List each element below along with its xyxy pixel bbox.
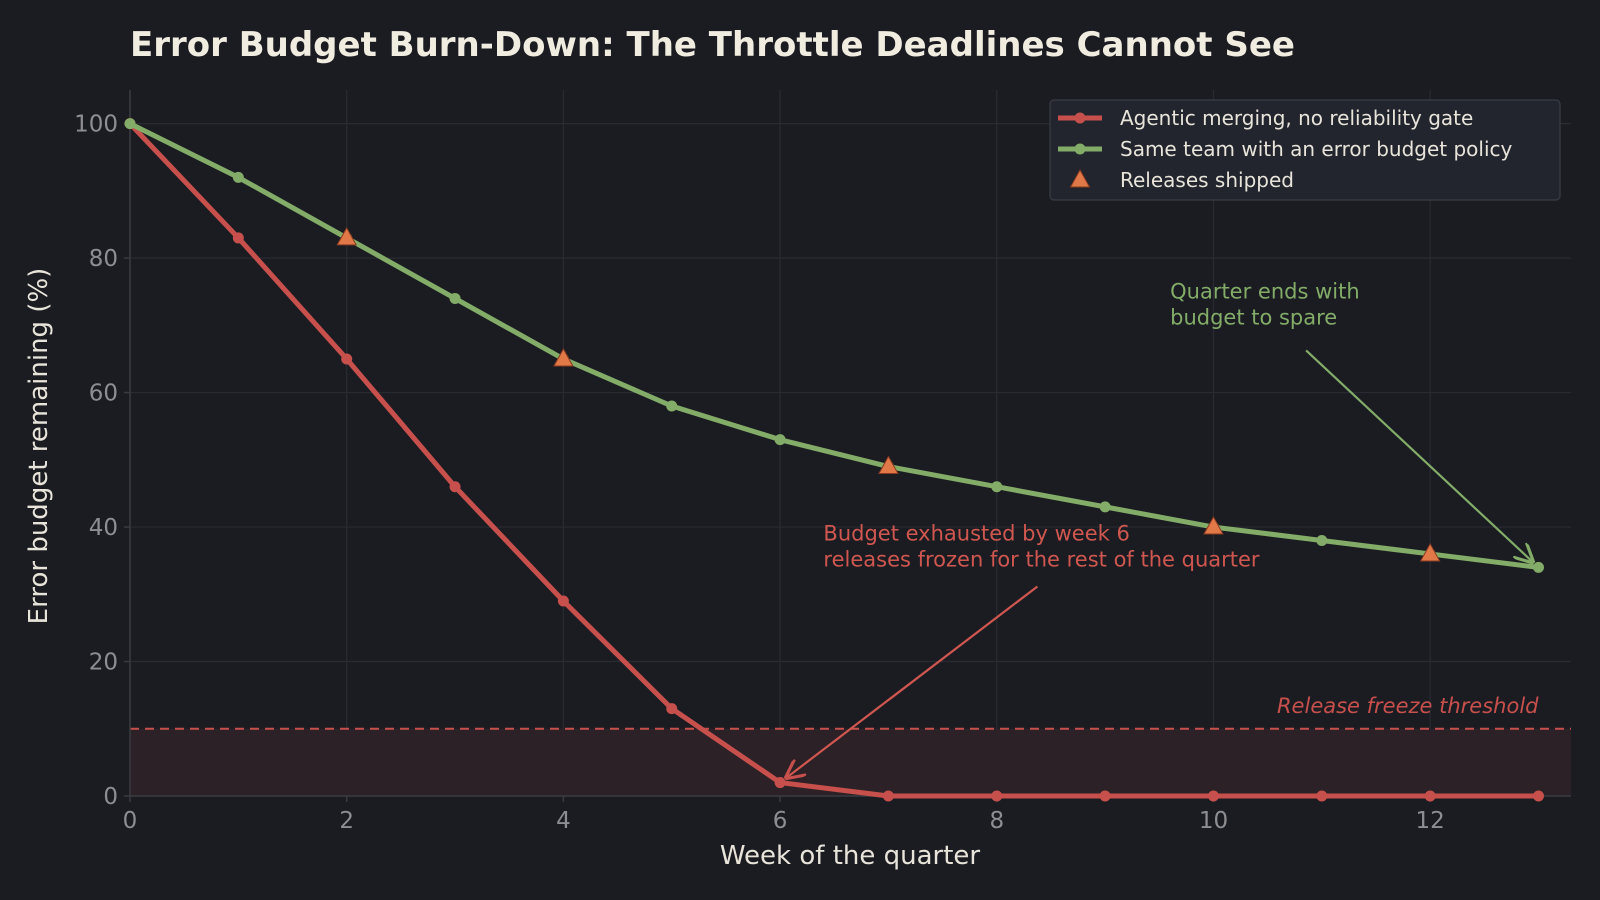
series-1-point-9 [1099, 501, 1111, 513]
series-0-line [127, 121, 1541, 799]
annotation-spare-line-0: Quarter ends with [1170, 279, 1360, 303]
release-marker-4 [1419, 542, 1441, 562]
series-1-point-11 [1316, 534, 1328, 546]
legend-swatch-releases [1069, 168, 1091, 188]
chart-title: Error Budget Burn-Down: The Throttle Dea… [130, 25, 1295, 65]
y-tick-label-0: 0 [103, 784, 118, 810]
series-1-point-0 [124, 118, 136, 130]
annotation-exhausted-text: Budget exhausted by week 6 releases froze… [823, 521, 1260, 571]
legend: Agentic merging, no reliability gate Same… [1049, 99, 1561, 201]
series-1-point-13 [1532, 561, 1544, 573]
legend-label-1: Same team with an error budget policy [1120, 137, 1512, 161]
series-0-point-13 [1532, 790, 1544, 802]
x-tick-label-6: 12 [1416, 808, 1445, 834]
series-layer [124, 118, 1544, 802]
series-1-point-5 [666, 400, 678, 412]
y-tick-label-3: 60 [89, 381, 118, 407]
threshold-label: Release freeze threshold [1277, 694, 1539, 718]
series-0-point-4 [557, 595, 569, 607]
annotation-exhausted-line-0: Budget exhausted by week 6 [823, 521, 1129, 545]
releases-layer [336, 226, 1441, 562]
plot-area [130, 90, 1571, 796]
series-0-point-10 [1207, 790, 1219, 802]
series-0-point-5 [666, 703, 678, 715]
legend-label-releases: Releases shipped [1120, 168, 1294, 192]
annotation-spare-text: Quarter ends with budget to spare [1170, 279, 1360, 329]
x-tick-label-1: 2 [339, 808, 354, 834]
series-1-line [127, 121, 1541, 570]
series-0-point-12 [1424, 790, 1436, 802]
series-1-point-6 [774, 434, 786, 446]
annotation-exhausted-line-1: releases frozen for the rest of the quar… [823, 547, 1260, 571]
legend-box [1049, 99, 1561, 201]
annotations-layer: Budget exhausted by week 6 releases froze… [786, 279, 1532, 777]
release-marker-0 [336, 226, 358, 246]
annotation-spare-arrow [1305, 349, 1533, 561]
series-1-point-3 [449, 292, 461, 304]
series-0-point-11 [1316, 790, 1328, 802]
series-1-point-1 [232, 171, 244, 183]
release-marker-3 [1203, 516, 1224, 535]
x-tick-label-0: 0 [123, 808, 138, 834]
series-0-point-7 [882, 790, 894, 802]
x-tick-label-3: 6 [773, 808, 788, 834]
y-tick-label-5: 100 [74, 112, 118, 138]
x-tick-label-5: 10 [1199, 808, 1228, 834]
series-0-point-3 [449, 481, 461, 493]
x-tick-label-2: 4 [556, 808, 571, 834]
annotation-spare-line-1: budget to spare [1170, 305, 1337, 329]
release-marker-1 [553, 347, 574, 367]
y-axis-label: Error budget remaining (%) [24, 268, 54, 625]
series-0-point-6 [774, 777, 786, 789]
threshold-zone [130, 728, 1571, 796]
y-tick-label-2: 40 [89, 515, 118, 541]
legend-label-0: Agentic merging, no reliability gate [1120, 106, 1473, 130]
series-0-point-8 [991, 790, 1003, 802]
threshold-band: Release freeze threshold [130, 694, 1571, 796]
y-tick-label-4: 80 [89, 246, 118, 272]
legend-swatch-dot-0 [1074, 112, 1086, 124]
release-marker-2 [878, 455, 899, 475]
series-0-point-1 [232, 232, 244, 244]
x-tick-label-4: 8 [989, 808, 1004, 834]
annotation-exhausted-arrow [786, 585, 1039, 777]
legend-swatch-dot-1 [1074, 143, 1086, 155]
y-tick-label-1: 20 [89, 650, 118, 676]
series-0-point-9 [1099, 790, 1111, 802]
plot-background [130, 90, 1571, 796]
series-1-point-8 [991, 481, 1003, 493]
x-axis-label: Week of the quarter [720, 841, 981, 871]
series-0-point-2 [341, 353, 353, 365]
